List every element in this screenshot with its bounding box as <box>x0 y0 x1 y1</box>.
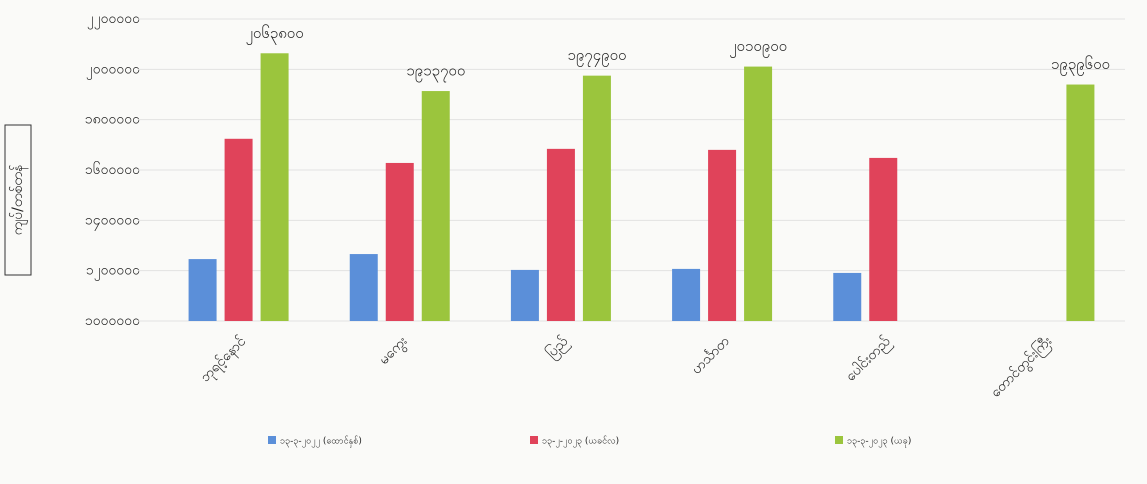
y-tick-label: ၁၄၀၀၀၀၀ <box>85 212 140 230</box>
y-tick-label: ၁၈၀၀၀၀၀ <box>85 112 140 128</box>
bar <box>546 148 575 321</box>
bar <box>708 149 737 321</box>
legend-swatch <box>835 436 843 444</box>
data-label: ၁၉၃၉၆၀၀ <box>1051 55 1110 76</box>
y-tick-label: ၁၆၀၀၀၀၀ <box>85 162 140 178</box>
data-label: ၁၉၇၄၉၀၀ <box>567 46 626 67</box>
bar <box>744 66 773 321</box>
bar <box>582 75 611 321</box>
bar <box>672 268 701 321</box>
legend-label: ၁၃-၂-၂၀၂၃ (ယခင်လ) <box>542 436 619 448</box>
bar <box>421 91 450 321</box>
bar <box>349 254 378 321</box>
bar <box>188 259 217 321</box>
x-tick-label: ပေါင်းတည် <box>843 333 896 386</box>
data-label: ၂၀၆၃၈၀၀ <box>246 24 304 45</box>
legend-label: ၁၃-၃-၂၀၂၂ (ထောင်နှစ်) <box>280 436 362 448</box>
bar <box>869 157 898 321</box>
y-axis-title: ကျပ်/တစ်တန် <box>10 165 28 236</box>
bar <box>224 138 253 321</box>
x-tick-label: မကွေး <box>376 333 412 369</box>
x-tick-label: ဘုရင့်နောင် <box>197 333 251 387</box>
y-title-box <box>4 124 32 276</box>
x-tick-label: ပြည် <box>543 333 573 363</box>
data-label: ၁၉၁၃၇၀၀ <box>406 62 465 83</box>
bar <box>260 53 289 321</box>
x-tick-label: တောင်တွင်းကြီး <box>987 332 1057 402</box>
y-tick-label: ၂၂၀၀၀၀၀ <box>87 11 140 29</box>
data-label: ၂၀၁၀၉၀၀ <box>729 37 787 58</box>
bar <box>510 269 539 321</box>
legend-label: ၁၃-၃-၂၀၂၃ (ယခု) <box>847 437 911 448</box>
legend-swatch <box>268 436 276 444</box>
bar <box>1066 84 1095 321</box>
y-tick-label: ၁၀၀၀၀၀၀ <box>85 313 140 329</box>
x-tick-label: ဟင်္သာတ <box>688 333 733 378</box>
bar <box>833 272 862 321</box>
y-tick-label: ၂၀၀၀၀၀၀ <box>86 61 140 79</box>
legend-swatch <box>530 436 538 444</box>
y-tick-label: ၁၂၀၀၀၀၀ <box>86 263 140 281</box>
bar <box>385 162 414 321</box>
